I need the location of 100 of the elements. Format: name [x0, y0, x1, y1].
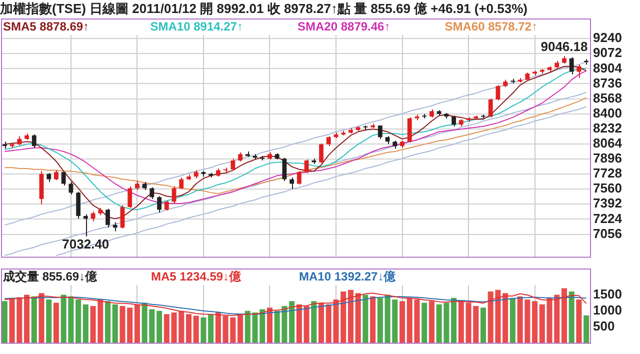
bar — [2, 301, 8, 344]
bar — [451, 298, 457, 344]
bar — [510, 298, 516, 344]
candlestick — [54, 170, 58, 181]
bar — [289, 301, 295, 344]
candlestick — [488, 98, 493, 118]
candlestick — [290, 176, 294, 190]
bar — [348, 290, 354, 344]
bar — [377, 298, 383, 344]
bar — [428, 301, 434, 344]
y-tick-label: 1500 — [593, 286, 622, 302]
candlestick — [76, 191, 81, 220]
bar — [76, 300, 82, 344]
candlestick — [304, 159, 309, 174]
bar — [31, 296, 37, 344]
bar — [46, 300, 52, 344]
y-tick-label: 8064 — [593, 136, 623, 151]
bar — [112, 304, 118, 344]
bar — [318, 302, 324, 344]
bar — [164, 314, 170, 344]
y-tick-label: 9072 — [593, 45, 622, 60]
bar — [127, 308, 133, 344]
candlestick — [32, 134, 36, 148]
candlestick — [407, 116, 412, 144]
bar — [193, 316, 199, 344]
series-label: MA5 1234.59↓億 — [151, 269, 242, 284]
bar — [120, 306, 126, 344]
bar — [532, 301, 538, 344]
candlestick — [296, 170, 302, 186]
bar — [362, 294, 368, 344]
bar — [266, 308, 272, 344]
bar — [422, 302, 428, 344]
candlestick — [157, 196, 162, 213]
bar — [568, 291, 574, 344]
y-tick-label: 7896 — [593, 150, 622, 166]
candlestick — [378, 124, 382, 140]
bar — [458, 301, 464, 344]
bar — [156, 310, 162, 344]
candlestick — [68, 181, 74, 195]
y-tick-label: 7056 — [593, 226, 622, 241]
candlestick — [576, 64, 582, 79]
y-tick-label: 9240 — [593, 30, 622, 46]
bar — [38, 293, 44, 344]
bar — [561, 288, 567, 344]
candlestick — [179, 176, 184, 190]
text: SMA60 8578.72↑ — [444, 19, 538, 34]
bar — [296, 304, 302, 344]
candlestick — [106, 208, 110, 228]
candlestick — [319, 142, 324, 164]
bar — [24, 294, 30, 344]
y-tick-label: 8568 — [593, 90, 622, 106]
series-label: MA10 1392.27↓億 — [299, 269, 397, 284]
bar — [134, 304, 140, 344]
annotation: 7032.40 — [62, 236, 110, 252]
candlestick — [569, 56, 574, 75]
candlestick — [61, 172, 66, 186]
bar — [502, 293, 508, 344]
bar — [208, 314, 214, 344]
bar — [200, 317, 206, 344]
y-tick-label: 8232 — [593, 120, 622, 136]
y-tick-label: 7728 — [593, 166, 622, 181]
bar — [584, 315, 590, 344]
candlestick — [282, 157, 287, 182]
series-label: 成交量 855.69↓億 — [2, 269, 98, 284]
bar — [82, 304, 88, 344]
bar — [215, 312, 221, 344]
bar — [370, 296, 376, 344]
bar — [238, 314, 244, 344]
candlestick — [83, 214, 88, 237]
y-tick-label: 7560 — [593, 180, 622, 196]
y-tick-label: 8904 — [593, 60, 623, 76]
bar — [186, 314, 192, 344]
candlestick — [452, 115, 456, 127]
y-tick-label: 1000 — [593, 302, 622, 318]
candlestick — [172, 186, 176, 204]
text: SMA5 8878.69↑ — [3, 19, 90, 34]
bar — [104, 301, 111, 344]
y-tick-label: 8400 — [593, 105, 622, 120]
bar — [311, 301, 317, 344]
candlestick — [496, 84, 500, 101]
candlestick — [128, 186, 132, 208]
bar — [53, 302, 59, 344]
bar — [355, 293, 361, 344]
bar — [480, 308, 486, 344]
candlestick — [230, 158, 236, 171]
text: SMA20 8879.46↑ — [298, 19, 390, 34]
y-tick-label: 7392 — [593, 196, 622, 211]
y-tick-label: 500 — [593, 318, 615, 334]
bar — [576, 300, 582, 344]
candlestick — [150, 186, 154, 200]
y-tick-label: 8736 — [593, 75, 622, 90]
y-tick-label: 7224 — [593, 210, 623, 226]
candlestick — [326, 136, 331, 147]
bar — [399, 301, 406, 344]
candlestick — [164, 200, 169, 212]
chart-title: 加權指數(TSE) 日線圖 2011/01/12 開 8992.01 收 8978.27↑點 量 855.69 億 +46.91 (+0.53%) — [0, 0, 528, 18]
candlestick — [120, 204, 125, 230]
text: SMA10 8914.27↑ — [150, 19, 243, 34]
bar — [304, 306, 310, 344]
annotation: 9046.18 — [540, 39, 588, 54]
